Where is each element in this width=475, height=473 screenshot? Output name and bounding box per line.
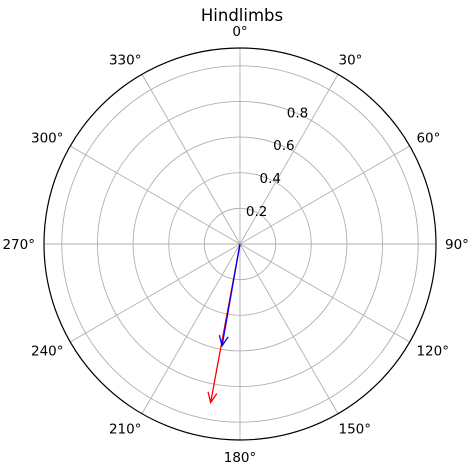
- radial-tick-label: 0.8: [287, 105, 308, 121]
- angular-gridline: [239, 243, 339, 414]
- radial-tick-labels: 0.2 0.4 0.6 0.8: [246, 105, 308, 220]
- arrow-shaft: [221, 243, 241, 346]
- angular-gridline: [239, 145, 410, 245]
- angular-gridline: [70, 243, 241, 343]
- chart-title: Hindlimbs: [201, 6, 283, 25]
- angle-tick-label: 60°: [416, 131, 440, 147]
- arrow-series: [207, 243, 241, 405]
- radial-tick-label: 0.6: [273, 138, 294, 154]
- polar-frame: [43, 47, 437, 441]
- angle-tick-label: 180°: [224, 450, 257, 466]
- angle-tick-label: 30°: [339, 53, 363, 69]
- angle-tick-label: 300°: [31, 131, 64, 147]
- angle-tick-label: 90°: [445, 237, 469, 253]
- arrow-head: [207, 391, 218, 405]
- angular-gridline: [239, 74, 339, 245]
- angular-gridline: [141, 243, 241, 414]
- angle-tick-label: 150°: [339, 421, 372, 437]
- angle-tick-label: 270°: [2, 237, 35, 253]
- angular-gridline: [239, 243, 410, 343]
- angle-tick-label: 330°: [109, 53, 142, 69]
- angle-tick-label: 120°: [416, 344, 449, 360]
- angle-tick-labels: 0° 30° 60° 90° 120° 150° 180° 210° 240° 270° 300° 3…: [2, 24, 468, 466]
- arrow-head: [218, 334, 229, 348]
- polar-grid: [44, 48, 436, 440]
- angle-tick-label: 240°: [31, 344, 64, 360]
- angle-tick-label: 0°: [232, 24, 247, 40]
- radial-tick-label: 0.2: [246, 204, 267, 220]
- angle-tick-label: 210°: [109, 421, 142, 437]
- angular-gridline: [141, 74, 241, 245]
- radial-tick-label: 0.4: [260, 171, 281, 187]
- angular-gridline: [70, 145, 241, 245]
